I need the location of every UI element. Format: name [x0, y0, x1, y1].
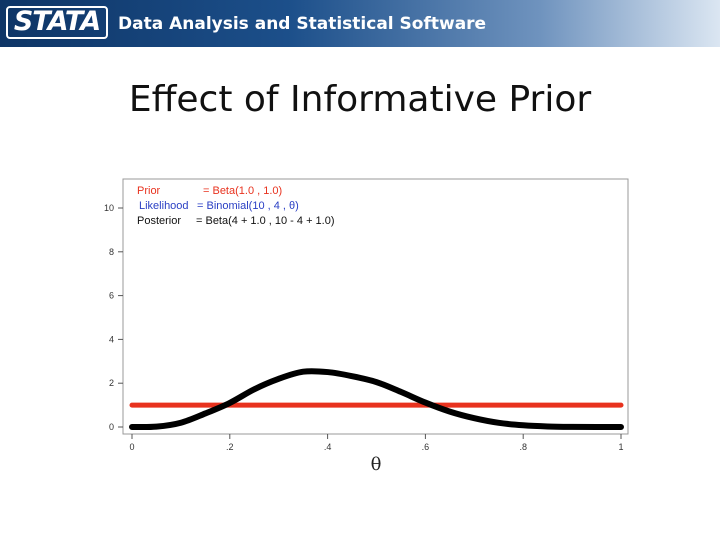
plot-frame	[122, 178, 629, 435]
slide-title: Effect of Informative Prior	[128, 79, 592, 120]
legend-label: Posterior	[137, 215, 181, 227]
y-tick-label: 6	[109, 291, 114, 301]
legend: Prior = Beta(1.0 , 1.0) Likelihood = Binomi…	[137, 185, 335, 227]
legend-expression: = Beta(4 + 1.0 , 10 - 4 + 1.0)	[196, 215, 335, 227]
series-line-posterior	[129, 368, 624, 431]
legend-label: Likelihood	[139, 200, 189, 212]
y-tick-label: 4	[109, 334, 114, 344]
y-tick-label: 10	[104, 203, 114, 213]
header-banner: STATA Data Analysis and Statistical Soft…	[0, 0, 720, 47]
stata-logo: STATA	[6, 6, 108, 39]
x-tick-label: .4	[324, 442, 332, 452]
x-tick-label: 1	[618, 442, 623, 452]
header-tagline: Data Analysis and Statistical Software	[118, 14, 487, 34]
series-layer	[129, 368, 624, 431]
legend-expression: = Beta(1.0 , 1.0)	[203, 185, 282, 197]
legend-expression: = Binomial(10 , 4 , θ)	[197, 200, 299, 212]
x-tick-label: .6	[422, 442, 430, 452]
legend-label: Prior	[137, 185, 161, 197]
y-tick-label: 2	[109, 378, 114, 388]
x-tick-label: .8	[519, 442, 527, 452]
x-axis: 0 .2 .4 .6 .8 1	[129, 434, 624, 452]
y-axis: 0 2 4 6 8 10	[104, 203, 123, 432]
x-tick-label: .2	[226, 442, 234, 452]
x-axis-label: θ	[371, 454, 382, 475]
y-tick-label: 0	[109, 422, 114, 432]
x-tick-label: 0	[129, 442, 134, 452]
y-tick-label: 8	[109, 247, 114, 257]
